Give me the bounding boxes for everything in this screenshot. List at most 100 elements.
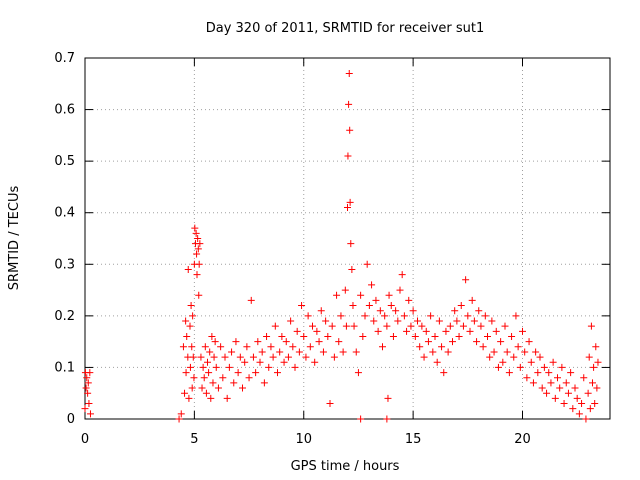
data-point — [184, 265, 192, 273]
data-point — [540, 363, 548, 371]
data-point — [384, 394, 392, 402]
y-tick-label: 0.6 — [54, 103, 75, 118]
data-point — [348, 265, 356, 273]
data-point — [534, 369, 542, 377]
data-point — [381, 312, 389, 320]
data-point — [84, 379, 92, 387]
data-point — [516, 363, 524, 371]
data-point — [328, 322, 336, 330]
data-point — [585, 353, 593, 361]
data-point — [254, 338, 262, 346]
data-point — [204, 358, 211, 366]
data-point — [258, 348, 266, 356]
data-point — [578, 400, 586, 408]
data-point — [282, 338, 290, 346]
data-point — [295, 348, 303, 356]
data-point — [300, 332, 308, 340]
data-point — [330, 353, 338, 361]
data-point — [274, 369, 281, 377]
data-point — [564, 389, 572, 397]
data-point — [291, 363, 299, 371]
data-point — [344, 152, 352, 160]
data-point — [503, 348, 511, 356]
data-point — [221, 353, 229, 361]
data-point — [554, 374, 561, 382]
data-point — [370, 317, 378, 325]
data-point — [383, 322, 391, 330]
data-point — [83, 374, 91, 382]
data-point — [241, 358, 249, 366]
data-point — [407, 322, 415, 330]
data-point — [311, 358, 319, 366]
data-point — [584, 389, 592, 397]
data-point — [418, 322, 426, 330]
data-point — [199, 363, 207, 371]
data-point — [202, 389, 210, 397]
data-point — [392, 307, 400, 315]
data-point — [82, 384, 90, 392]
data-point — [211, 338, 219, 346]
data-point — [411, 332, 419, 340]
data-point — [293, 327, 301, 335]
data-point — [287, 317, 295, 325]
data-point — [212, 363, 220, 371]
data-point — [188, 343, 196, 351]
data-point — [363, 260, 371, 268]
data-point — [337, 312, 345, 320]
data-point — [349, 302, 357, 310]
data-point — [192, 229, 200, 237]
data-point — [236, 353, 244, 361]
data-point — [317, 307, 325, 315]
data-point — [196, 240, 204, 248]
data-point — [523, 374, 531, 382]
data-point — [260, 379, 268, 387]
data-point — [379, 343, 386, 351]
data-point — [497, 338, 505, 346]
data-point — [490, 348, 498, 356]
data-point — [590, 363, 598, 371]
data-point — [190, 374, 198, 382]
data-point — [591, 400, 599, 408]
data-point — [558, 363, 566, 371]
y-axis-label: SRMTID / TECUs — [7, 186, 22, 291]
data-point — [333, 291, 341, 299]
x-tick-label: 5 — [190, 432, 198, 447]
data-point — [547, 379, 555, 387]
data-point — [359, 332, 367, 340]
data-point — [361, 312, 369, 320]
data-point — [538, 384, 546, 392]
data-point — [182, 369, 190, 377]
data-points — [81, 69, 602, 423]
data-point — [457, 302, 465, 310]
data-point — [319, 348, 327, 356]
data-point — [182, 317, 190, 325]
data-point — [207, 394, 215, 402]
data-point — [214, 384, 222, 392]
data-point — [345, 100, 353, 108]
data-point — [593, 384, 601, 392]
data-point — [280, 358, 288, 366]
data-point — [269, 353, 277, 361]
data-point — [492, 327, 500, 335]
data-point — [394, 317, 402, 325]
data-point — [228, 348, 236, 356]
data-point — [466, 327, 474, 335]
x-tick-label: 10 — [295, 432, 312, 447]
x-tick-label: 20 — [514, 432, 531, 447]
data-point — [276, 348, 284, 356]
data-point — [217, 343, 225, 351]
data-point — [501, 322, 509, 330]
data-point — [573, 394, 581, 402]
data-point — [433, 358, 441, 366]
data-point — [455, 332, 463, 340]
data-point — [194, 235, 202, 242]
data-point — [536, 353, 544, 361]
data-point — [247, 296, 255, 304]
data-point — [354, 369, 362, 377]
data-point — [313, 327, 321, 335]
data-point — [232, 338, 240, 346]
x-axis-label: GPS time / hours — [291, 459, 400, 474]
data-point — [186, 363, 194, 371]
data-point — [505, 369, 513, 377]
data-point — [468, 296, 476, 304]
